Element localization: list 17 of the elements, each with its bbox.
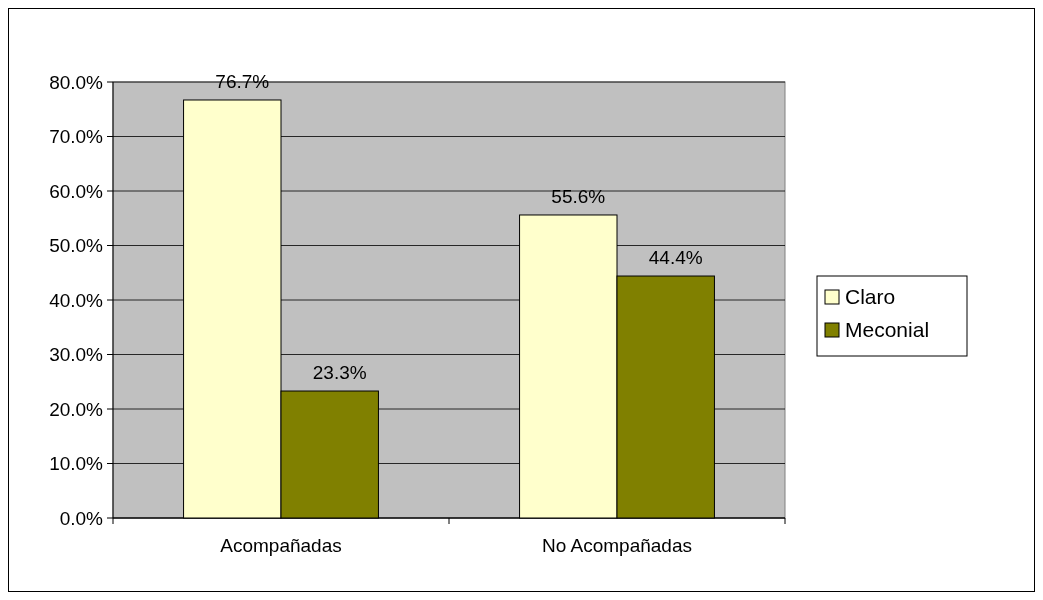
text: 55.6% [551, 185, 606, 207]
y-tick-label: 10.0% [49, 453, 104, 475]
legend-label: Meconial [845, 318, 930, 342]
y-tick-label: 40.0% [49, 289, 104, 311]
text: 76.7% [215, 70, 270, 92]
x-tick-label: No Acompañadas [542, 535, 692, 556]
text: 23.3% [312, 362, 367, 384]
y-tick-label: 50.0% [49, 235, 104, 257]
y-tick-label: 80.0% [49, 71, 104, 93]
legend-label: Claro [845, 285, 896, 309]
text: 44.4% [648, 247, 703, 269]
y-tick-label: 70.0% [49, 126, 104, 148]
x-tick-label: Acompañadas [220, 535, 342, 556]
y-tick-label: 60.0% [49, 180, 104, 202]
y-tick-label: 0.0% [59, 507, 104, 529]
y-tick-label: 20.0% [49, 398, 104, 420]
y-tick-label: 30.0% [49, 344, 104, 366]
